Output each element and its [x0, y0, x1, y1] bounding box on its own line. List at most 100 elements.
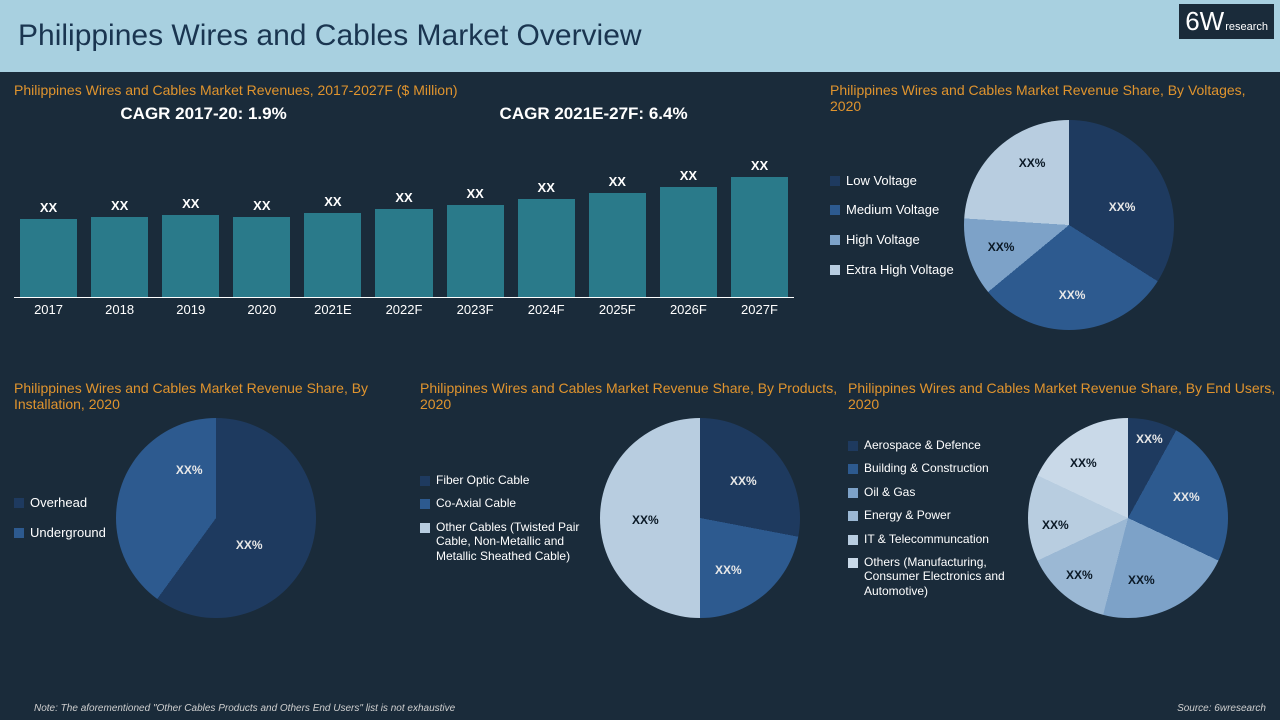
- legend-swatch: [848, 558, 858, 568]
- legend-item: Extra High Voltage: [830, 262, 954, 278]
- legend-swatch: [848, 511, 858, 521]
- bar-value-label: XX: [680, 168, 697, 183]
- slice-label: XX%: [1066, 568, 1093, 582]
- slice-label: XX%: [988, 240, 1015, 254]
- bar-rect: [91, 217, 148, 297]
- xaxis-label: 2022F: [375, 302, 432, 317]
- legend-swatch: [830, 265, 840, 275]
- header-bar: Philippines Wires and Cables Market Over…: [0, 0, 1280, 72]
- bar-value-label: XX: [253, 198, 270, 213]
- bar-value-label: XX: [538, 180, 555, 195]
- legend-text: Fiber Optic Cable: [436, 473, 529, 487]
- bar-2023F: XX: [447, 138, 504, 297]
- bar-value-label: XX: [751, 158, 768, 173]
- legend-item: Underground: [14, 525, 106, 541]
- legend-item: Low Voltage: [830, 173, 954, 189]
- legend-text: IT & Telecommuncation: [864, 532, 989, 546]
- legend-text: Medium Voltage: [846, 202, 939, 218]
- legend-text: Other Cables (Twisted Pair Cable, Non-Me…: [436, 520, 590, 563]
- pie-voltages-section: Philippines Wires and Cables Market Reve…: [830, 82, 1270, 330]
- pie-voltages-legend: Low Voltage Medium Voltage High Voltage Ext…: [830, 173, 954, 277]
- footnote: Note: The aforementioned "Other Cables P…: [34, 703, 455, 714]
- logo-text-small: research: [1225, 21, 1268, 33]
- legend-swatch: [14, 528, 24, 538]
- legend-swatch: [420, 499, 430, 509]
- slice-label: XX%: [1019, 156, 1046, 170]
- legend-swatch: [830, 205, 840, 215]
- slice-label: XX%: [236, 538, 263, 552]
- bar-rect: [731, 177, 788, 297]
- legend-text: High Voltage: [846, 232, 920, 248]
- pie-endusers-section: Philippines Wires and Cables Market Reve…: [848, 380, 1276, 618]
- xaxis-label: 2023F: [447, 302, 504, 317]
- bar-2026F: XX: [660, 138, 717, 297]
- bar-value-label: XX: [40, 200, 57, 215]
- legend-swatch: [830, 235, 840, 245]
- cagr-row: CAGR 2017-20: 1.9% CAGR 2021E-27F: 6.4%: [14, 104, 794, 124]
- bar-rect: [233, 217, 290, 297]
- legend-text: Underground: [30, 525, 106, 541]
- legend-text: Others (Manufacturing, Consumer Electron…: [864, 555, 1018, 598]
- logo: 6W research: [1179, 4, 1274, 39]
- bar-2019: XX: [162, 138, 219, 297]
- logo-text-big: 6W: [1185, 6, 1224, 37]
- pie-install-legend: OverheadUnderground: [14, 495, 106, 540]
- slice-label: XX%: [1128, 573, 1155, 587]
- bar-xaxis: 20172018201920202021E2022F2023F2024F2025…: [14, 298, 794, 317]
- legend-item: Aerospace & Defence: [848, 438, 1018, 452]
- legend-item: Other Cables (Twisted Pair Cable, Non-Me…: [420, 520, 590, 563]
- bar-rect: [660, 187, 717, 297]
- legend-text: Co-Axial Cable: [436, 496, 516, 510]
- bar-chart-section: Philippines Wires and Cables Market Reve…: [14, 82, 794, 317]
- xaxis-label: 2018: [91, 302, 148, 317]
- bar-2020: XX: [233, 138, 290, 297]
- slice-label: XX%: [1109, 200, 1136, 214]
- bar-2027F: XX: [731, 138, 788, 297]
- bar-2021E: XX: [304, 138, 361, 297]
- bar-value-label: XX: [324, 194, 341, 209]
- slice-label: XX%: [1042, 518, 1069, 532]
- pie-products-title: Philippines Wires and Cables Market Reve…: [420, 380, 850, 412]
- slice-label: XX%: [730, 474, 757, 488]
- pie-install-chart: XX%XX%: [116, 418, 316, 618]
- bar-2024F: XX: [518, 138, 575, 297]
- legend-swatch: [848, 464, 858, 474]
- legend-text: Energy & Power: [864, 508, 951, 522]
- pie-endusers-title: Philippines Wires and Cables Market Reve…: [848, 380, 1276, 412]
- slice-label: XX%: [632, 513, 659, 527]
- legend-swatch: [848, 441, 858, 451]
- bar-rect: [162, 215, 219, 297]
- pie-products-chart: XX% XX% XX%: [600, 418, 800, 618]
- legend-swatch: [848, 488, 858, 498]
- bar-rect: [20, 219, 77, 297]
- xaxis-label: 2020: [233, 302, 290, 317]
- pie-voltages-chart: XX% XX% XX% XX%: [964, 120, 1174, 330]
- pie-voltages-title: Philippines Wires and Cables Market Reve…: [830, 82, 1270, 114]
- source-text: Source: 6wresearch: [1177, 703, 1266, 714]
- bar-value-label: XX: [609, 174, 626, 189]
- xaxis-label: 2019: [162, 302, 219, 317]
- legend-swatch: [420, 523, 430, 533]
- slice-label: XX%: [1136, 432, 1163, 446]
- bar-rect: [518, 199, 575, 297]
- bar-value-label: XX: [111, 198, 128, 213]
- legend-text: Extra High Voltage: [846, 262, 954, 278]
- pie-products-legend: Fiber Optic Cable Co-Axial Cable Other Cab…: [420, 473, 590, 563]
- bar-value-label: XX: [466, 186, 483, 201]
- legend-text: Low Voltage: [846, 173, 917, 189]
- legend-item: Others (Manufacturing, Consumer Electron…: [848, 555, 1018, 598]
- pie-install-section: Philippines Wires and Cables Market Reve…: [14, 380, 434, 618]
- bar-value-label: XX: [395, 190, 412, 205]
- bar-2018: XX: [91, 138, 148, 297]
- xaxis-label: 2017: [20, 302, 77, 317]
- page-title: Philippines Wires and Cables Market Over…: [18, 19, 642, 53]
- bar-2017: XX: [20, 138, 77, 297]
- pie-endusers-legend: Aerospace & DefenceBuilding & Constructi…: [848, 438, 1018, 598]
- slice-label: XX%: [1173, 490, 1200, 504]
- slice-label: XX%: [715, 563, 742, 577]
- bar-2025F: XX: [589, 138, 646, 297]
- legend-swatch: [14, 498, 24, 508]
- xaxis-label: 2026F: [660, 302, 717, 317]
- xaxis-label: 2024F: [518, 302, 575, 317]
- slice-label: XX%: [1059, 288, 1086, 302]
